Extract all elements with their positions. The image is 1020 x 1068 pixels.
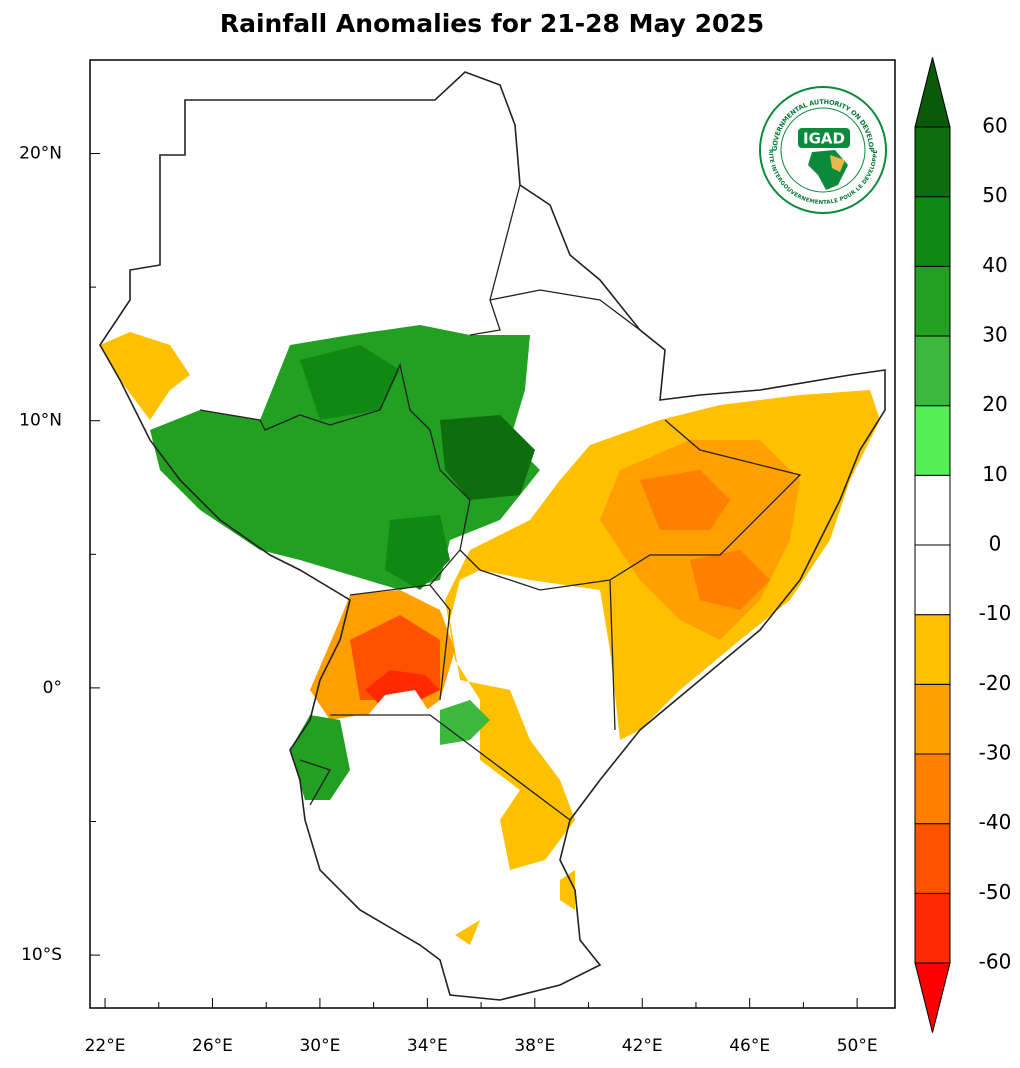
anomaly-area bbox=[640, 470, 770, 610]
x-tick-label: 26°E bbox=[192, 1036, 233, 1056]
x-tick-label: 46°E bbox=[729, 1036, 770, 1056]
anomaly-area bbox=[150, 325, 540, 590]
logo-badge bbox=[798, 128, 850, 148]
lake bbox=[368, 690, 428, 760]
colorbar-label: -50 bbox=[979, 880, 1012, 904]
anomaly-area bbox=[440, 700, 490, 745]
logo-region bbox=[830, 155, 845, 172]
colorbar-box bbox=[914, 892, 951, 964]
colorbar-box bbox=[914, 196, 951, 267]
colorbar-label: 20 bbox=[982, 392, 1007, 416]
colorbar-label: -40 bbox=[979, 810, 1012, 834]
colorbar-box bbox=[914, 265, 951, 337]
anomaly-area bbox=[365, 670, 440, 705]
anomaly-area bbox=[385, 515, 450, 590]
colorbar-box bbox=[914, 614, 951, 685]
anomaly-area bbox=[455, 870, 575, 945]
y-tick-label: 0° bbox=[43, 678, 62, 698]
colorbar-label: 0 bbox=[989, 532, 1002, 556]
colorbar-label: -30 bbox=[979, 741, 1012, 765]
anomaly-area bbox=[440, 415, 535, 500]
x-tick-label: 30°E bbox=[299, 1036, 340, 1056]
borders bbox=[199, 184, 802, 821]
colorbar-end bbox=[914, 962, 951, 1033]
logo-name: IGAD bbox=[803, 130, 845, 148]
colorbar-label: 60 bbox=[982, 114, 1007, 138]
y-tick-label: 10°N bbox=[19, 411, 62, 431]
colorbar-box bbox=[914, 126, 951, 198]
colorbar-box bbox=[914, 405, 951, 476]
colorbar-label: -20 bbox=[979, 671, 1012, 695]
coastline bbox=[99, 71, 886, 1001]
colorbar-end bbox=[914, 57, 951, 128]
colorbar-box bbox=[914, 474, 951, 546]
y-tick-label: 20°N bbox=[19, 144, 62, 164]
colorbar-box bbox=[914, 753, 951, 825]
colorbar-label: -60 bbox=[979, 950, 1012, 974]
x-tick-label: 38°E bbox=[514, 1036, 555, 1056]
rainfall-field bbox=[100, 325, 880, 945]
colorbar-box bbox=[914, 335, 951, 407]
x-tick-label: 22°E bbox=[85, 1036, 126, 1056]
anomaly-area bbox=[300, 345, 400, 420]
colorbar-box bbox=[914, 683, 951, 755]
colorbar-label: 10 bbox=[982, 462, 1007, 486]
anomaly-area bbox=[100, 332, 190, 420]
colorbar-label: 30 bbox=[982, 323, 1007, 347]
colorbar-label: -10 bbox=[979, 601, 1012, 625]
y-tick-label: 10°S bbox=[21, 945, 62, 965]
colorbar-label: 50 bbox=[982, 183, 1007, 207]
colorbar-box bbox=[914, 544, 951, 616]
x-tick-label: 50°E bbox=[837, 1036, 878, 1056]
x-tick-label: 42°E bbox=[622, 1036, 663, 1056]
x-tick-label: 34°E bbox=[407, 1036, 448, 1056]
anomaly-area bbox=[290, 715, 350, 800]
colorbar-box bbox=[914, 823, 951, 894]
map-title: Rainfall Anomalies for 21-28 May 2025 bbox=[220, 9, 764, 38]
colorbar-label: 40 bbox=[982, 253, 1007, 277]
